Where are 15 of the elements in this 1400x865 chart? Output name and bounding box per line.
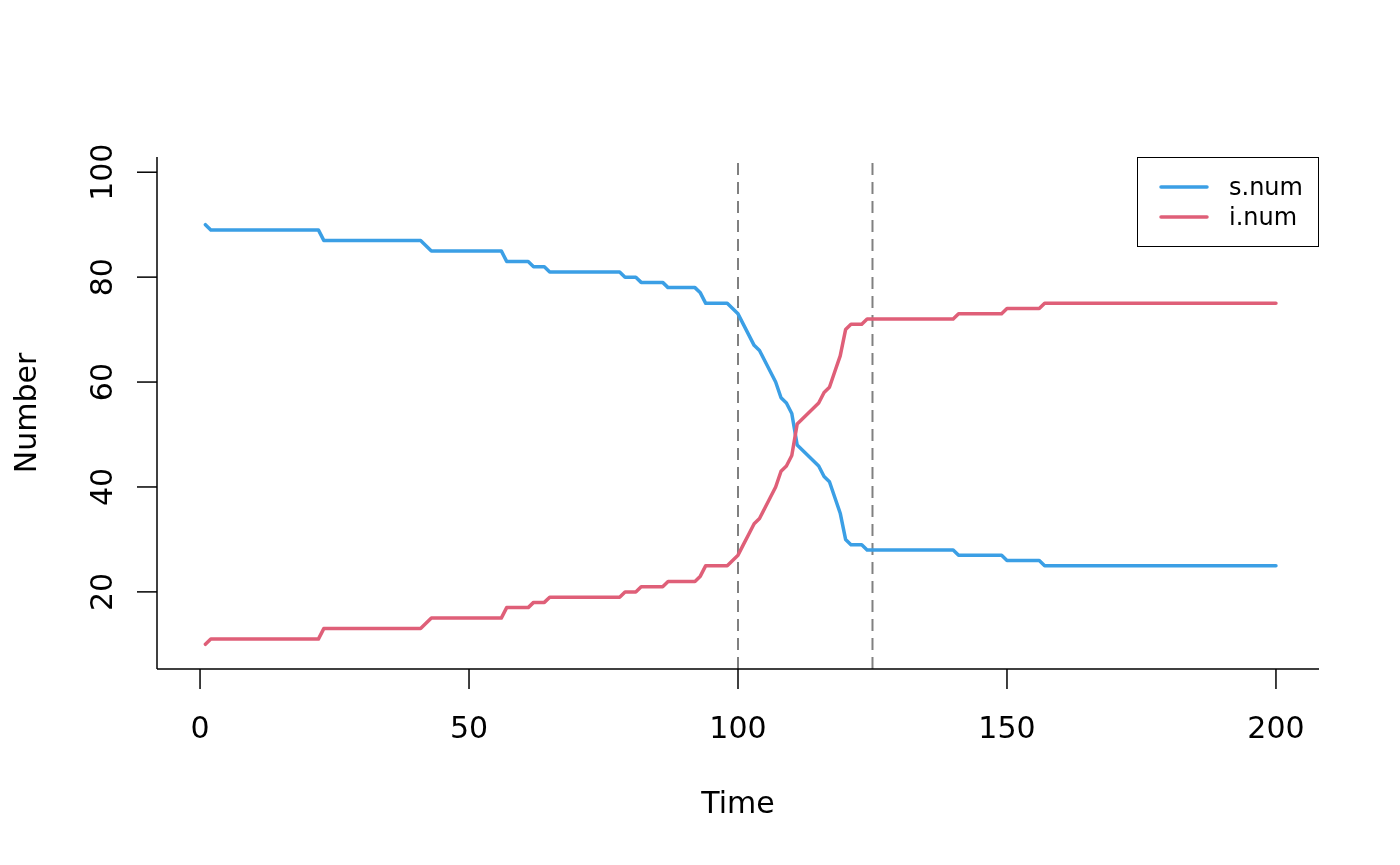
- x-tick-label: 100: [709, 710, 767, 745]
- x-tick-label: 150: [978, 710, 1036, 745]
- x-tick-label: 200: [1247, 710, 1305, 745]
- x-tick-label: 0: [190, 710, 210, 745]
- line-series: [203, 301, 1278, 647]
- x-axis-title: Time: [700, 785, 775, 820]
- y-tick-label: 60: [84, 362, 119, 402]
- y-tick-label: 80: [84, 258, 119, 297]
- legend-label: s.num: [1229, 172, 1303, 202]
- y-tick-label: 100: [84, 143, 119, 201]
- y-axis-title: Number: [8, 352, 43, 474]
- legend-label: i.num: [1229, 202, 1298, 232]
- y-tick-label: 40: [84, 467, 119, 507]
- y-tick-label: 20: [84, 572, 119, 611]
- x-tick-label: 50: [449, 710, 489, 745]
